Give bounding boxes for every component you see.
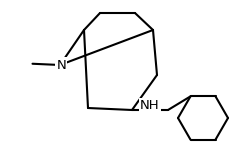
Text: NH: NH [140,99,160,112]
Text: N: N [56,58,66,72]
